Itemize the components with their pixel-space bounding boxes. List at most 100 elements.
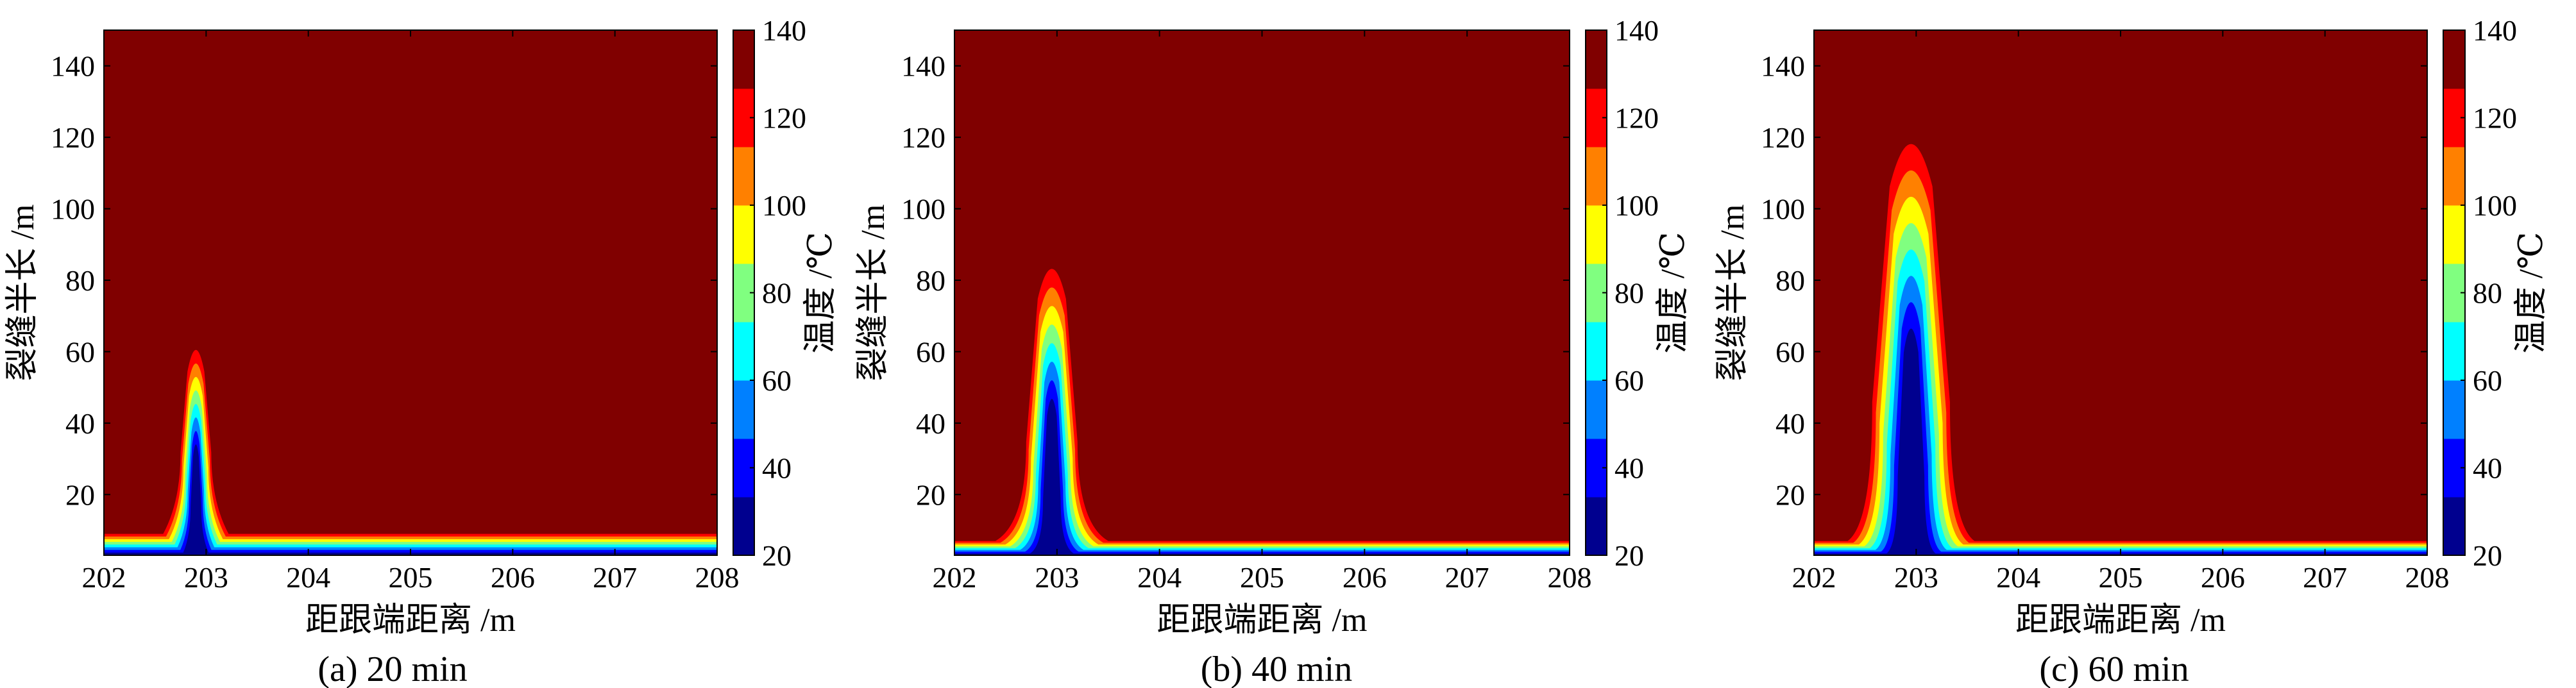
colorbar-tick-label: 120 xyxy=(2473,102,2517,135)
colorbar-swatch xyxy=(1586,147,1607,206)
colorbar-swatch xyxy=(733,147,754,206)
colorbar-swatch xyxy=(2443,147,2465,206)
x-tick-label: 202 xyxy=(82,561,126,594)
x-axis-label: 距跟端距离 /m xyxy=(1157,602,1368,639)
x-tick-label: 204 xyxy=(1137,561,1182,594)
colorbar-tick-label: 20 xyxy=(2473,539,2502,572)
colorbar-swatch xyxy=(2443,497,2465,556)
colorbar-swatch xyxy=(733,30,754,89)
colorbar-tick-label: 40 xyxy=(762,452,792,485)
x-tick-label: 207 xyxy=(593,561,637,594)
contour-level-2 xyxy=(954,287,1570,555)
x-tick-label: 207 xyxy=(1445,561,1489,594)
y-axis-label: 裂缝半长 /m xyxy=(855,205,892,382)
y-tick-label: 120 xyxy=(1761,121,1805,154)
y-tick-label: 100 xyxy=(51,193,95,226)
colorbar-1: 20 40 60 80 100 120 140 温度 /℃ xyxy=(733,14,839,572)
colorbar-swatch xyxy=(1586,205,1607,264)
x-tick-label: 205 xyxy=(2099,561,2143,594)
colorbar-tick-label: 80 xyxy=(1614,277,1644,310)
colorbar-tick-label: 20 xyxy=(762,539,792,572)
contour-panel-1: 202 203 204 205 206 207 208 20 40 60 80 100 120 140 距跟… xyxy=(4,14,839,688)
colorbar-swatch xyxy=(1586,380,1607,439)
y-tick-label: 40 xyxy=(65,407,95,440)
x-axis-label: 距跟端距离 /m xyxy=(305,602,516,639)
x-tick-label: 203 xyxy=(1894,561,1938,594)
colorbar-swatch xyxy=(733,497,754,556)
y-tick-label: 140 xyxy=(51,50,95,83)
x-tick-label: 208 xyxy=(1548,561,1592,594)
colorbar-tick-label: 60 xyxy=(2473,364,2502,397)
y-tick-label: 120 xyxy=(901,121,945,154)
x-tick-label: 208 xyxy=(2405,561,2450,594)
contour-panel-2: 202 203 204 205 206 207 208 20 40 60 80 100 120 140 距跟… xyxy=(855,14,1691,688)
x-tick-label: 205 xyxy=(1240,561,1284,594)
colorbar-swatch xyxy=(1586,30,1607,89)
colorbar-tick-label: 120 xyxy=(1614,102,1659,135)
contour-level-3 xyxy=(1814,196,2427,555)
y-tick-label: 120 xyxy=(51,121,95,154)
x-tick-label: 203 xyxy=(184,561,228,594)
colorbar-label: 温度 /℃ xyxy=(1655,232,1691,354)
colorbar-swatch xyxy=(733,322,754,381)
y-tick-label: 60 xyxy=(916,335,945,368)
colorbar-tick-label: 120 xyxy=(762,102,806,135)
colorbar-swatch xyxy=(1586,322,1607,381)
y-tick-label: 40 xyxy=(1775,407,1805,440)
contour-fills-1 xyxy=(104,350,717,555)
y-tick-label: 100 xyxy=(1761,193,1805,226)
x-axis-label: 距跟端距离 /m xyxy=(2015,602,2226,639)
colorbar-tick-label: 80 xyxy=(2473,277,2502,310)
colorbar-tick-label: 60 xyxy=(762,364,792,397)
colorbar-tick-label: 40 xyxy=(2473,452,2502,485)
colorbar-tick-label: 140 xyxy=(2473,14,2517,47)
colorbar-tick-label: 80 xyxy=(762,277,792,310)
y-tick-label: 20 xyxy=(916,478,945,511)
y-tick-label: 80 xyxy=(916,264,945,297)
colorbar-tick-label: 100 xyxy=(2473,189,2517,222)
colorbar-swatch xyxy=(733,380,754,439)
panel-caption: (b) 40 min xyxy=(1201,650,1352,688)
colorbar-tick-label: 40 xyxy=(1614,452,1644,485)
y-tick-label: 60 xyxy=(1775,335,1805,368)
colorbar-3: 20 40 60 80 100 120 140 温度 /℃ xyxy=(2443,14,2550,572)
x-tick-label: 205 xyxy=(389,561,433,594)
panel-caption: (a) 20 min xyxy=(318,650,467,688)
colorbar-swatch xyxy=(733,205,754,264)
colorbar-label: 温度 /℃ xyxy=(802,232,839,354)
colorbar-swatch xyxy=(2443,205,2465,264)
contour-fills-3 xyxy=(1814,144,2427,555)
y-tick-label: 140 xyxy=(1761,50,1805,83)
colorbar-tick-label: 100 xyxy=(1614,189,1659,222)
x-tick-label: 204 xyxy=(1996,561,2040,594)
x-tick-label: 204 xyxy=(286,561,330,594)
y-tick-label: 20 xyxy=(1775,478,1805,511)
y-axis-label: 裂缝半长 /m xyxy=(1715,205,1751,382)
colorbar-tick-label: 20 xyxy=(1614,539,1644,572)
x-tick-label: 202 xyxy=(933,561,977,594)
colorbar-swatch xyxy=(2443,30,2465,89)
contour-panel-3: 202 203 204 205 206 207 208 20 40 60 80 100 120 140 距跟… xyxy=(1715,14,2550,688)
colorbar-tick-label: 140 xyxy=(1614,14,1659,47)
x-tick-label: 206 xyxy=(2201,561,2245,594)
y-tick-label: 80 xyxy=(65,264,95,297)
contour-fills-2 xyxy=(954,269,1570,555)
panel-caption: (c) 60 min xyxy=(2039,650,2189,688)
x-tick-label: 207 xyxy=(2303,561,2347,594)
x-tick-label: 202 xyxy=(1792,561,1836,594)
colorbar-swatch xyxy=(1586,497,1607,556)
y-tick-label: 100 xyxy=(901,193,945,226)
x-tick-label: 206 xyxy=(1343,561,1387,594)
colorbar-tick-label: 60 xyxy=(1614,364,1644,397)
y-tick-label: 40 xyxy=(916,407,945,440)
y-tick-label: 140 xyxy=(901,50,945,83)
y-tick-label: 80 xyxy=(1775,264,1805,297)
colorbar-tick-label: 100 xyxy=(762,189,806,222)
colorbar-swatch xyxy=(2443,380,2465,439)
x-tick-label: 208 xyxy=(695,561,740,594)
colorbar-swatch xyxy=(2443,322,2465,381)
y-tick-label: 60 xyxy=(65,335,95,368)
x-tick-label: 206 xyxy=(491,561,535,594)
colorbar-tick-label: 140 xyxy=(762,14,806,47)
